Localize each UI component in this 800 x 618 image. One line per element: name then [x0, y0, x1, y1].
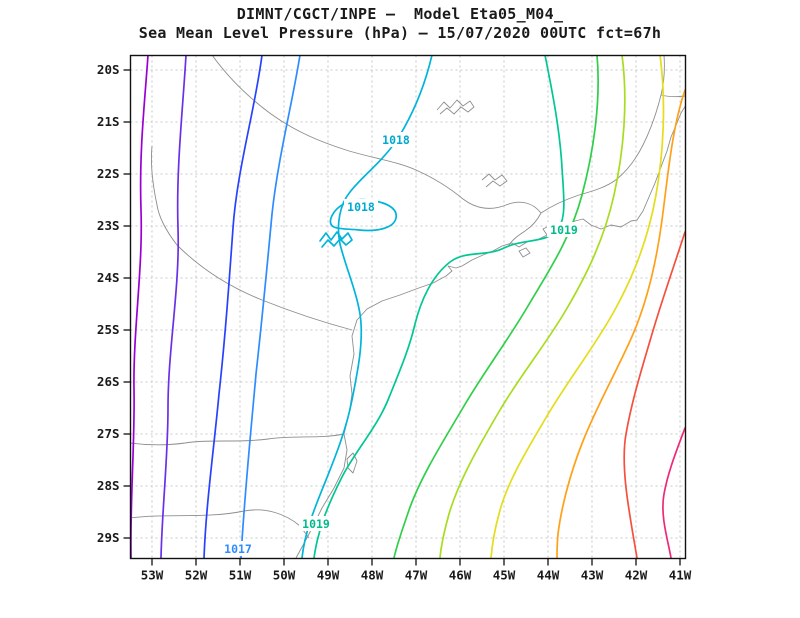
- reservoir-squiggle-2: [481, 173, 508, 188]
- x-axis-label: 45W: [493, 568, 516, 583]
- x-axis-label: 53W: [141, 568, 164, 583]
- contour-line: [393, 55, 599, 559]
- y-axis-label: 24S: [97, 270, 120, 285]
- figure-title: DIMNT/CGCT/INPE — Model Eta05_M04_ Sea M…: [0, 5, 800, 43]
- state-border-pr-sc: [130, 433, 345, 446]
- y-axis-label: 29S: [97, 530, 120, 545]
- y-axis-label: 27S: [97, 426, 120, 441]
- contour-label: 1018: [347, 200, 375, 214]
- contour-label-mask: [344, 199, 378, 214]
- state-border-rj-mg: [540, 55, 665, 214]
- y-axis-label: 20S: [97, 62, 120, 77]
- y-axis-label: 22S: [97, 166, 120, 181]
- title-line-2: Sea Mean Level Pressure (hPa) — 15/07/20…: [138, 24, 662, 42]
- y-axis-label: 25S: [97, 322, 120, 337]
- island-ilhabela: [518, 247, 531, 258]
- contour-line: [556, 89, 686, 559]
- x-axis-label: 47W: [405, 568, 428, 583]
- contour-line: [623, 231, 686, 559]
- state-border-sp-pr: [150, 145, 353, 331]
- contour-line: [439, 55, 626, 559]
- contour-label: 1017: [224, 542, 252, 556]
- x-axis-label: 51W: [229, 568, 252, 583]
- contour-line: [662, 427, 686, 559]
- contour-line: [130, 55, 149, 559]
- state-border-sc-rs: [130, 509, 310, 539]
- contour-line: [490, 55, 665, 559]
- y-axis-label: 28S: [97, 478, 120, 493]
- state-border-mg-es: [660, 94, 686, 98]
- contour-layer: [130, 55, 686, 559]
- contour-label-layer: 1018 1018 1019 1019 1017: [221, 132, 581, 556]
- contour-label-mask: [221, 541, 255, 556]
- basemap-layer: [130, 55, 686, 559]
- contour-line-1017: [240, 55, 301, 559]
- map-frame: [129, 54, 687, 560]
- contour-line-1018: [301, 55, 433, 559]
- contour-label-mask: [299, 516, 333, 531]
- contour-line-1019: [313, 55, 565, 559]
- coastline: [295, 104, 686, 559]
- state-border-rj-sp: [508, 212, 542, 246]
- contour-line: [203, 55, 263, 559]
- x-axis-label: 46W: [449, 568, 472, 583]
- contour-label-mask: [379, 132, 413, 147]
- contour-label-mask: [547, 222, 581, 237]
- x-axis-label: 52W: [185, 568, 208, 583]
- contour-label: 1019: [550, 223, 578, 237]
- x-axis-label: 50W: [273, 568, 296, 583]
- x-axis-label: 41W: [669, 568, 692, 583]
- contour-line: [319, 231, 353, 248]
- contour-line: [160, 55, 187, 559]
- title-line-1: DIMNT/CGCT/INPE — Model Eta05_M04_: [236, 5, 564, 23]
- x-axis-label: 49W: [317, 568, 340, 583]
- state-border-sp-mg: [211, 55, 542, 214]
- y-axis-label: 21S: [97, 114, 120, 129]
- x-axis-label: 44W: [537, 568, 560, 583]
- contour-label: 1018: [382, 133, 410, 147]
- x-axis-label: 42W: [625, 568, 648, 583]
- grid-layer: [130, 55, 686, 559]
- x-axis-label: 48W: [361, 568, 384, 583]
- axis-layer: 53W 52W 51W 50W 49W 48W 47W 46W 45W 44W 43W 42W 41W 2…: [97, 62, 692, 583]
- y-axis-label: 23S: [97, 218, 120, 233]
- x-axis-label: 43W: [581, 568, 604, 583]
- y-axis-label: 26S: [97, 374, 120, 389]
- reservoir-squiggle-1: [436, 99, 475, 115]
- contour-label: 1019: [302, 517, 330, 531]
